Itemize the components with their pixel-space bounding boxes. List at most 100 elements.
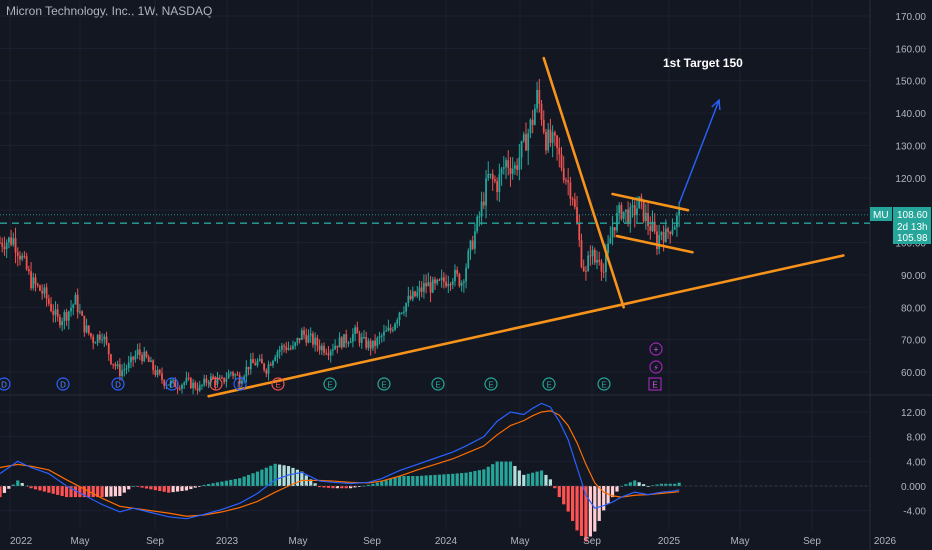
last-price-badge: 108.60 2d 13h bbox=[893, 207, 931, 234]
candle-body bbox=[380, 335, 383, 337]
candle-body bbox=[456, 270, 459, 274]
candle-body bbox=[218, 377, 221, 379]
macd-histogram-bar bbox=[38, 486, 42, 491]
macd-histogram-bar bbox=[673, 483, 677, 486]
macd-histogram-bar bbox=[47, 486, 51, 493]
macd-histogram-bar bbox=[326, 486, 331, 488]
target-annotation: 1st Target 150 bbox=[663, 56, 743, 70]
dividend-marker-label: D bbox=[115, 381, 121, 390]
macd-histogram-bar bbox=[664, 483, 668, 486]
candle-body bbox=[593, 249, 596, 263]
candle-body bbox=[434, 279, 436, 284]
price-tick-label: 80.00 bbox=[901, 303, 926, 314]
macd-histogram-bar bbox=[215, 482, 220, 486]
candle-body bbox=[52, 311, 55, 315]
macd-histogram-bar bbox=[82, 486, 86, 498]
macd-histogram-bar bbox=[539, 470, 544, 486]
candle-body bbox=[327, 353, 330, 356]
candle-body bbox=[241, 380, 243, 384]
macd-histogram-bar bbox=[300, 471, 304, 486]
candle-body bbox=[471, 240, 474, 249]
candle-body bbox=[243, 376, 246, 381]
candle-body bbox=[236, 374, 239, 376]
macd-histogram-bar bbox=[51, 486, 55, 494]
candle-body bbox=[334, 345, 337, 350]
macd-histogram-bar bbox=[238, 478, 242, 486]
earnings-marker bbox=[542, 377, 556, 391]
candle-body bbox=[325, 352, 328, 354]
candle-body bbox=[98, 334, 101, 340]
candle-body bbox=[5, 242, 8, 250]
candle-body bbox=[673, 227, 676, 230]
price-tick-label: 130.00 bbox=[895, 141, 926, 152]
candle-body bbox=[216, 377, 219, 384]
macd-histogram-bar bbox=[69, 486, 73, 498]
candle-body bbox=[130, 356, 132, 363]
candle-body bbox=[562, 168, 565, 181]
macd-histogram-bar bbox=[309, 479, 313, 486]
candle-body bbox=[449, 284, 452, 286]
candle-body bbox=[194, 382, 197, 389]
earnings-marker bbox=[484, 377, 498, 391]
macd-histogram-bar bbox=[184, 486, 189, 491]
macd-histogram-bar bbox=[73, 486, 78, 498]
macd-tick-label: 4.00 bbox=[907, 457, 927, 468]
macd-histogram-bar bbox=[118, 486, 122, 496]
candle-body bbox=[533, 108, 536, 125]
macd-histogram-bar bbox=[406, 476, 410, 486]
candle-body bbox=[292, 345, 294, 349]
macd-histogram-bar bbox=[317, 486, 322, 488]
candle-body bbox=[152, 360, 155, 370]
candle-body bbox=[96, 334, 99, 343]
candle-body bbox=[664, 228, 667, 242]
candle-body bbox=[409, 295, 412, 300]
macd-histogram-bar bbox=[584, 486, 588, 542]
macd-histogram-bar bbox=[149, 486, 153, 490]
macd-histogram-bar bbox=[211, 483, 215, 486]
candle-body bbox=[507, 160, 510, 168]
candle-body bbox=[398, 312, 401, 321]
macd-histogram-bar bbox=[659, 483, 663, 486]
macd-histogram-bar bbox=[331, 486, 335, 489]
candle-body bbox=[454, 270, 456, 282]
candle-body bbox=[462, 281, 465, 284]
macd-histogram-bar bbox=[513, 466, 517, 486]
macd-histogram-bar bbox=[384, 480, 388, 486]
macd-histogram-bar bbox=[606, 486, 610, 504]
target-arrow bbox=[678, 99, 720, 204]
macd-histogram-bar bbox=[322, 486, 326, 488]
candle-body bbox=[527, 133, 530, 151]
candle-body bbox=[267, 364, 270, 374]
candle-body bbox=[560, 154, 563, 169]
macd-histogram-bar bbox=[362, 485, 366, 487]
macd-histogram-bar bbox=[56, 486, 60, 495]
candle-body bbox=[558, 147, 561, 155]
time-tick-label: May bbox=[511, 536, 530, 547]
price-tick-label: 60.00 bbox=[901, 368, 926, 379]
candle-body bbox=[209, 376, 212, 383]
macd-histogram-bar bbox=[286, 466, 291, 486]
candle-body bbox=[662, 232, 665, 242]
macd-histogram-bar bbox=[535, 471, 539, 486]
candle-body bbox=[123, 369, 126, 371]
candle-body bbox=[107, 343, 110, 355]
candle-body bbox=[94, 342, 97, 344]
macd-histogram-bar bbox=[420, 475, 424, 486]
macd-histogram-bar bbox=[109, 486, 113, 497]
candle-body bbox=[307, 335, 310, 343]
candle-body bbox=[34, 277, 37, 285]
macd-histogram-bar bbox=[96, 486, 100, 498]
macd-histogram-bar bbox=[655, 484, 659, 486]
candle-body bbox=[36, 284, 39, 286]
candle-body bbox=[405, 303, 408, 312]
macd-histogram-bar bbox=[189, 486, 193, 490]
last-price-label: 108.60 bbox=[897, 210, 928, 221]
macd-histogram-bar bbox=[402, 476, 406, 486]
macd-histogram-bar bbox=[175, 486, 180, 492]
macd-histogram-bar bbox=[224, 480, 228, 486]
candle-body bbox=[536, 89, 538, 109]
macd-histogram-bar bbox=[7, 486, 11, 489]
dividend-marker bbox=[165, 377, 179, 391]
candle-body bbox=[363, 337, 365, 339]
